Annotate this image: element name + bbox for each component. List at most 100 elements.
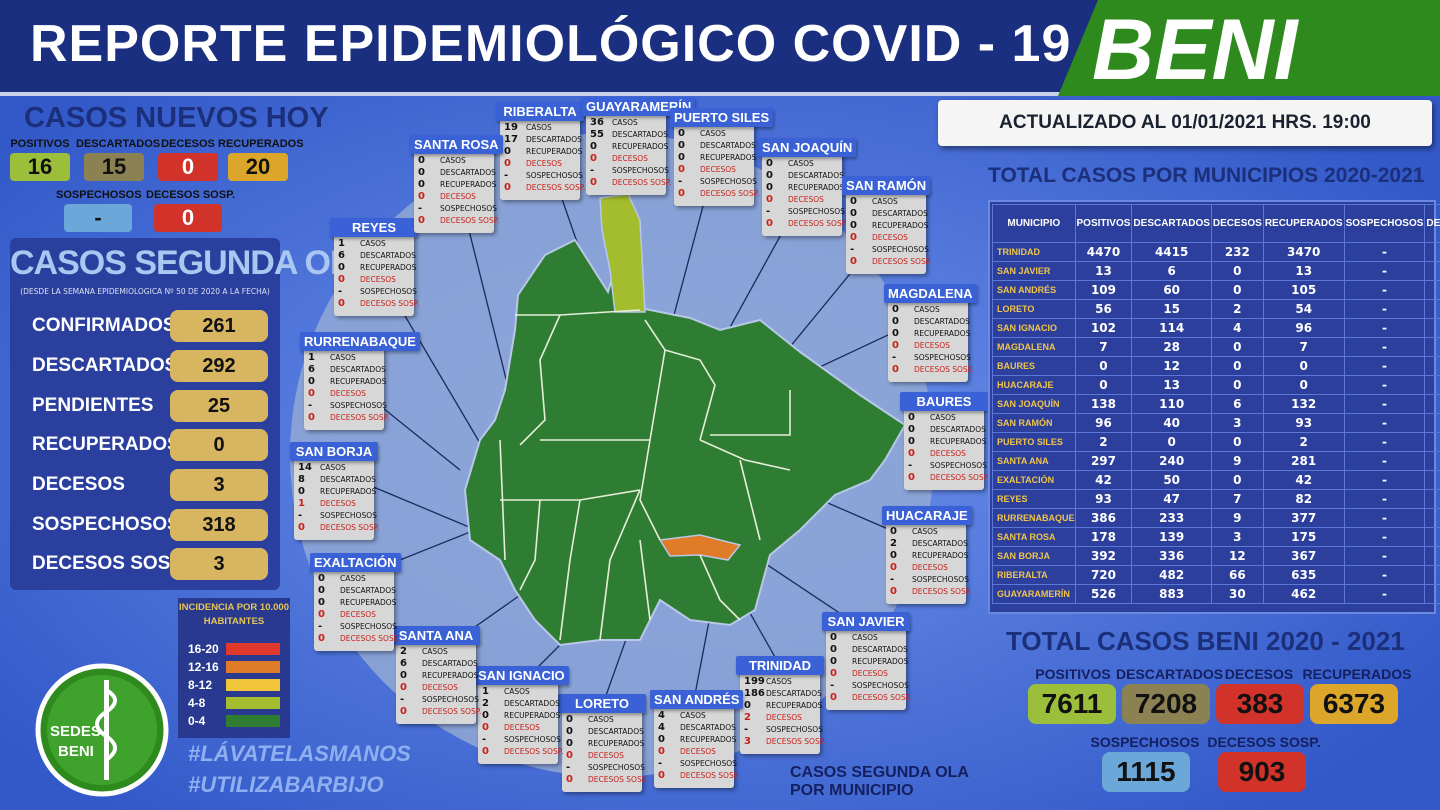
card-value: 0 bbox=[308, 376, 315, 387]
tot-decesos-sosp-value: 903 bbox=[1218, 752, 1306, 792]
card-value: 0 bbox=[504, 146, 511, 157]
table-cell: 1 bbox=[1424, 299, 1440, 319]
table-cell: 4470 bbox=[1074, 242, 1133, 262]
table-cell: 1 bbox=[1424, 261, 1440, 281]
card-label: SOSPECHOSOS bbox=[766, 725, 823, 734]
table-cell: 6 bbox=[1210, 394, 1264, 414]
col-header: DECESOS SOSP. bbox=[1424, 204, 1440, 243]
card-label: DECESOS bbox=[872, 233, 908, 242]
card-label: DECESOS bbox=[422, 683, 458, 692]
card-label: DECESOS SOSP. bbox=[852, 693, 912, 702]
card-value: 0 bbox=[678, 188, 685, 199]
totales-title: TOTAL CASOS BENI 2020 - 2021 bbox=[1006, 626, 1405, 656]
table-cell: 132 bbox=[1262, 394, 1345, 414]
card-label: DECESOS SOSP. bbox=[612, 178, 672, 187]
legend-label-0-4: 0-4 bbox=[188, 714, 206, 728]
table-cell: 178 bbox=[1074, 527, 1133, 547]
legend-swatch-12-16 bbox=[226, 661, 280, 673]
card-value: 0 bbox=[678, 128, 685, 139]
card-label: DESCARTADOS bbox=[700, 141, 756, 150]
card-label: RECUPERADOS bbox=[788, 183, 845, 192]
table-cell: 114 bbox=[1131, 318, 1212, 338]
card-value: 0 bbox=[318, 597, 325, 608]
card-value: 0 bbox=[890, 550, 897, 561]
nuevos-descartados-value: 15 bbox=[84, 153, 144, 181]
card-value: 36 bbox=[590, 117, 604, 128]
card-label: DECESOS bbox=[700, 165, 736, 174]
card-value: 0 bbox=[658, 746, 665, 757]
card-value: - bbox=[318, 621, 323, 632]
table-cell: 2 bbox=[1262, 432, 1345, 452]
card-value: 0 bbox=[908, 412, 915, 423]
card-label: CASOS bbox=[320, 463, 346, 472]
card-san-borja: SAN BORJA 14 CASOS 8 DESCARTADOS 0 RECUPERA… bbox=[290, 442, 379, 540]
col-header: POSITIVOS bbox=[1074, 204, 1133, 243]
card-label: DECESOS bbox=[330, 389, 366, 398]
card-value: 1 bbox=[308, 352, 315, 363]
table-cell: - bbox=[1343, 470, 1426, 490]
table-cell: 462 bbox=[1262, 584, 1345, 604]
card-san-ramon: SAN RAMÓN 0 CASOS 0 DESCARTADOS 0 RECUPERAD… bbox=[842, 176, 931, 274]
region-name: BENI bbox=[1092, 2, 1298, 98]
card-label: DECESOS SOSP. bbox=[340, 634, 400, 643]
card-value: 0 bbox=[766, 218, 773, 229]
card-value: 0 bbox=[830, 644, 837, 655]
card-value: 0 bbox=[892, 340, 899, 351]
table-cell: 0 bbox=[1210, 280, 1264, 300]
card-value: - bbox=[338, 286, 343, 297]
table-cell: 4 bbox=[1424, 527, 1440, 547]
table-cell: 720 bbox=[1074, 565, 1133, 585]
nuevos-positivos-value: 16 bbox=[10, 153, 70, 181]
table-cell: 119 bbox=[1424, 584, 1440, 604]
card-value: 186 bbox=[744, 688, 765, 699]
table-cell: 12 bbox=[1131, 356, 1212, 376]
card-title-san-ramon: SAN RAMÓN bbox=[842, 176, 931, 195]
table-cell: - bbox=[1343, 242, 1426, 262]
ola-label-pendientes: PENDIENTES bbox=[32, 395, 154, 416]
card-label: SOSPECHOSOS bbox=[320, 511, 377, 520]
table-cell: 3 bbox=[1210, 527, 1264, 547]
table-cell-municipio: PUERTO SILES bbox=[992, 432, 1076, 452]
card-title-rurrenabaque: RURRENABAQUE bbox=[300, 332, 420, 351]
col-header: DECESOS bbox=[1210, 204, 1264, 243]
card-value: 0 bbox=[318, 609, 325, 620]
card-label: DECESOS SOSP. bbox=[526, 183, 586, 192]
card-label: DECESOS SOSP. bbox=[930, 473, 990, 482]
table-cell: 0 bbox=[1210, 261, 1264, 281]
table-cell-municipio: SAN BORJA bbox=[992, 546, 1076, 566]
card-value: 0 bbox=[850, 232, 857, 243]
table-cell: 556 bbox=[1424, 242, 1440, 262]
card-label: CASOS bbox=[852, 633, 878, 642]
card-san-ignacio: SAN IGNACIO 1 CASOS 2 DESCARTADOS 0 RECUPER… bbox=[474, 666, 569, 764]
table-cell: 6 bbox=[1424, 394, 1440, 414]
table-cell: 386 bbox=[1074, 508, 1133, 528]
table-cell: 56 bbox=[1074, 299, 1133, 319]
card-value: 14 bbox=[298, 462, 312, 473]
card-value: 1 bbox=[338, 238, 345, 249]
card-value: 0 bbox=[298, 522, 305, 533]
tot-decesos-label: DECESOS bbox=[1224, 666, 1294, 682]
card-label: DECESOS bbox=[440, 192, 476, 201]
hashtag-barbijo: #UTILIZABARBIJO bbox=[188, 772, 384, 797]
card-label: SOSPECHOSOS bbox=[330, 401, 387, 410]
card-label: DESCARTADOS bbox=[912, 539, 968, 548]
card-label: RECUPERADOS bbox=[526, 147, 583, 156]
table-cell: 377 bbox=[1262, 508, 1345, 528]
ola-label-descartados: DESCARTADOS bbox=[32, 355, 178, 376]
tot-positivos-label: POSITIVOS bbox=[1035, 666, 1111, 682]
card-san-andres: SAN ANDRÉS 4 CASOS 4 DESCARTADOS 0 RECUPERA… bbox=[650, 690, 744, 788]
legend-label-8-12: 8-12 bbox=[188, 678, 213, 692]
card-label: DECESOS SOSP. bbox=[914, 365, 974, 374]
card-value: 6 bbox=[400, 658, 407, 669]
card-value: - bbox=[766, 206, 771, 217]
card-value: - bbox=[566, 762, 571, 773]
card-value: 0 bbox=[908, 448, 915, 459]
table-cell-municipio: SAN ANDRÉS bbox=[992, 280, 1076, 300]
card-value: 0 bbox=[482, 746, 489, 757]
card-label: DESCARTADOS bbox=[504, 699, 560, 708]
